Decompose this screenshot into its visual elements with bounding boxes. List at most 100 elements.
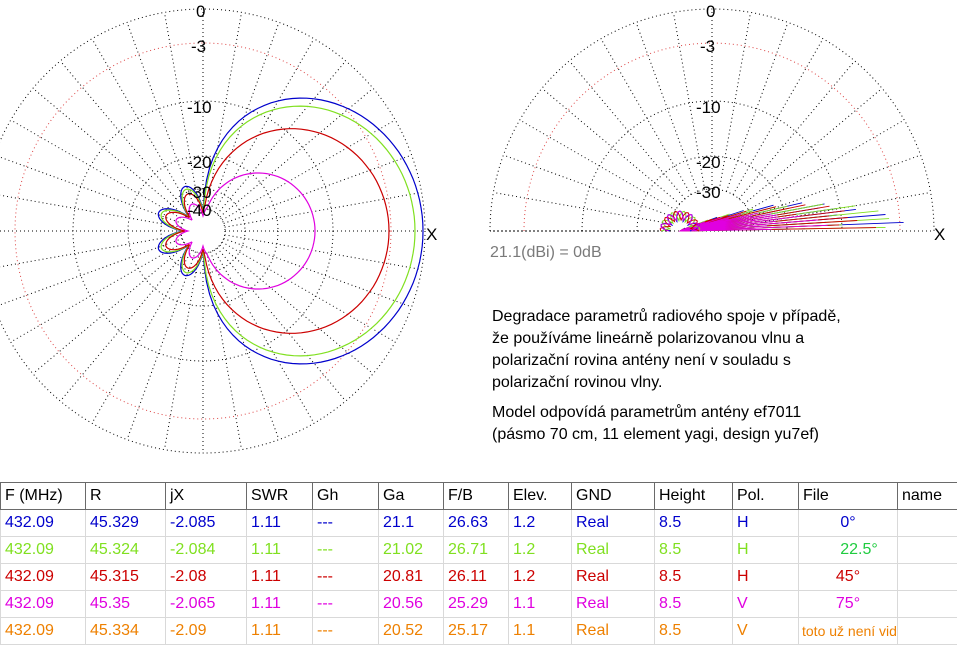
grid-spoke [126,22,196,211]
cell-gh: --- [312,563,379,591]
cell-pol: H [732,509,799,537]
col-header-pol[interactable]: Pol. [732,482,799,510]
grid-spoke [163,12,200,210]
cell-file: toto už není vidět [798,617,898,645]
cell-jx: -2.085 [165,509,247,537]
grid-spoke [223,154,412,224]
cell-jx: -2.065 [165,590,247,618]
cell-gnd: Real [571,563,655,591]
elevation-lobe-fan [678,212,828,232]
grid-spoke [224,234,422,271]
azimuth-label-minus20: -20 [187,153,212,172]
azimuth-label-minus10: -10 [187,98,212,117]
col-header-fb[interactable]: F/B [443,482,509,510]
col-header-name[interactable]: name [897,482,957,510]
col-header-file[interactable]: File [798,482,898,510]
col-header-r[interactable]: R [85,482,166,510]
elevation-plot: 0 -3 -10 -20 -30 X [489,2,945,244]
grid-ring [489,8,935,232]
table-row[interactable]: 432.09 45.35 -2.065 1.11 --- 20.56 25.29 1.1 Rea… [0,590,957,618]
grid-ring [523,42,901,232]
grid-spoke [751,154,921,218]
table-row[interactable]: 432.09 45.329 -2.085 1.11 --- 21.1 26.63 1.2 Rea… [0,509,957,537]
col-header-ga[interactable]: Ga [378,482,444,510]
grid-spoke [568,60,686,200]
grid-spoke [541,87,681,205]
cell-height: 8.5 [654,536,733,564]
grid-spoke [91,38,193,213]
elevation-label-minus10: -10 [696,98,721,117]
grid-spoke [219,244,374,375]
cell-gnd: Real [571,617,655,645]
cell-elev: 1.1 [508,617,572,645]
cell-r: 45.324 [85,536,166,564]
grid-spoke [0,238,183,306]
polar-plots-area: 0 -3 -10 -20 -30 -40 X 0 -3 -10 -20 -30 … [0,2,945,454]
col-header-gnd[interactable]: GND [571,482,655,510]
results-table: F (MHz) R jX SWR Gh Ga F/B Elev. GND Hei… [0,482,957,645]
cell-gnd: Real [571,536,655,564]
cell-file: 75° [798,590,898,618]
grid-ring [0,8,426,454]
grid-spoke [718,12,752,190]
cell-jx: -2.08 [165,563,247,591]
col-header-swr[interactable]: SWR [246,482,313,510]
cell-elev: 1.2 [508,563,572,591]
azimuth-label-minus40: -40 [187,201,212,220]
cell-freq: 432.09 [0,617,86,645]
grid-spoke [519,119,676,211]
grid-spoke [32,244,187,375]
table-row[interactable]: 432.09 45.324 -2.084 1.11 --- 21.02 26.71 1.2 Re… [0,536,957,564]
col-header-height[interactable]: Height [654,482,733,510]
cell-ga: 20.52 [378,617,444,645]
elevation-label-minus20: -20 [696,153,721,172]
grid-spoke [224,191,422,228]
table-row[interactable]: 432.09 45.315 -2.08 1.11 --- 20.81 26.11 1.2 Rea… [0,563,957,591]
cell-gh: --- [312,590,379,618]
elevation-near-field [660,210,700,232]
cell-swr: 1.11 [246,617,313,645]
col-header-freq[interactable]: F (MHz) [0,482,86,510]
cell-swr: 1.11 [246,509,313,537]
cell-fb: 26.71 [443,536,509,564]
grid-spoke [126,251,196,440]
grid-spoke [213,249,315,424]
cell-pol: H [732,563,799,591]
description-paragraph-1: Degradace parametrů radiového spoje v př… [492,308,841,391]
grid-spoke [32,87,187,218]
azimuth-label-0: 0 [196,2,205,21]
cell-height: 8.5 [654,590,733,618]
azimuth-trace-0deg [157,97,424,365]
grid-ring [127,155,279,307]
cell-r: 45.334 [85,617,166,645]
reference-gain-note: 21.1(dBi) = 0dB [490,244,602,261]
elevation-near-field [659,210,700,232]
azimuth-trace-22-5deg [160,105,416,357]
grid-spoke [493,191,671,225]
cell-gh: --- [312,617,379,645]
grid-spoke [219,87,374,218]
col-header-gh[interactable]: Gh [312,482,379,510]
cell-height: 8.5 [654,509,733,537]
cell-name [897,509,957,537]
grid-spoke [600,38,692,195]
table-row[interactable]: 432.09 45.334 -2.09 1.11 --- 20.52 25.17 1.1 Rea… [0,617,957,645]
grid-spoke [732,38,824,195]
grid-spoke [743,87,883,205]
grid-spoke [221,119,396,221]
elevation-label-minus3: -3 [700,37,715,56]
cell-elev: 1.2 [508,509,572,537]
cell-name [897,590,957,618]
col-header-jx[interactable]: jX [165,482,247,510]
azimuth-plot: 0 -3 -10 -20 -30 -40 X [0,2,437,454]
table-header-row: F (MHz) R jX SWR Gh Ga F/B Elev. GND Hei… [0,482,957,510]
col-header-elev[interactable]: Elev. [508,482,572,510]
grid-ring [14,42,392,420]
cell-name [897,617,957,645]
grid-ring [581,100,843,232]
elevation-grid [489,8,935,232]
grid-spoke [0,156,183,224]
cell-fb: 25.17 [443,617,509,645]
grid-spoke [223,238,412,308]
elevation-axis-label-x: X [934,225,945,244]
